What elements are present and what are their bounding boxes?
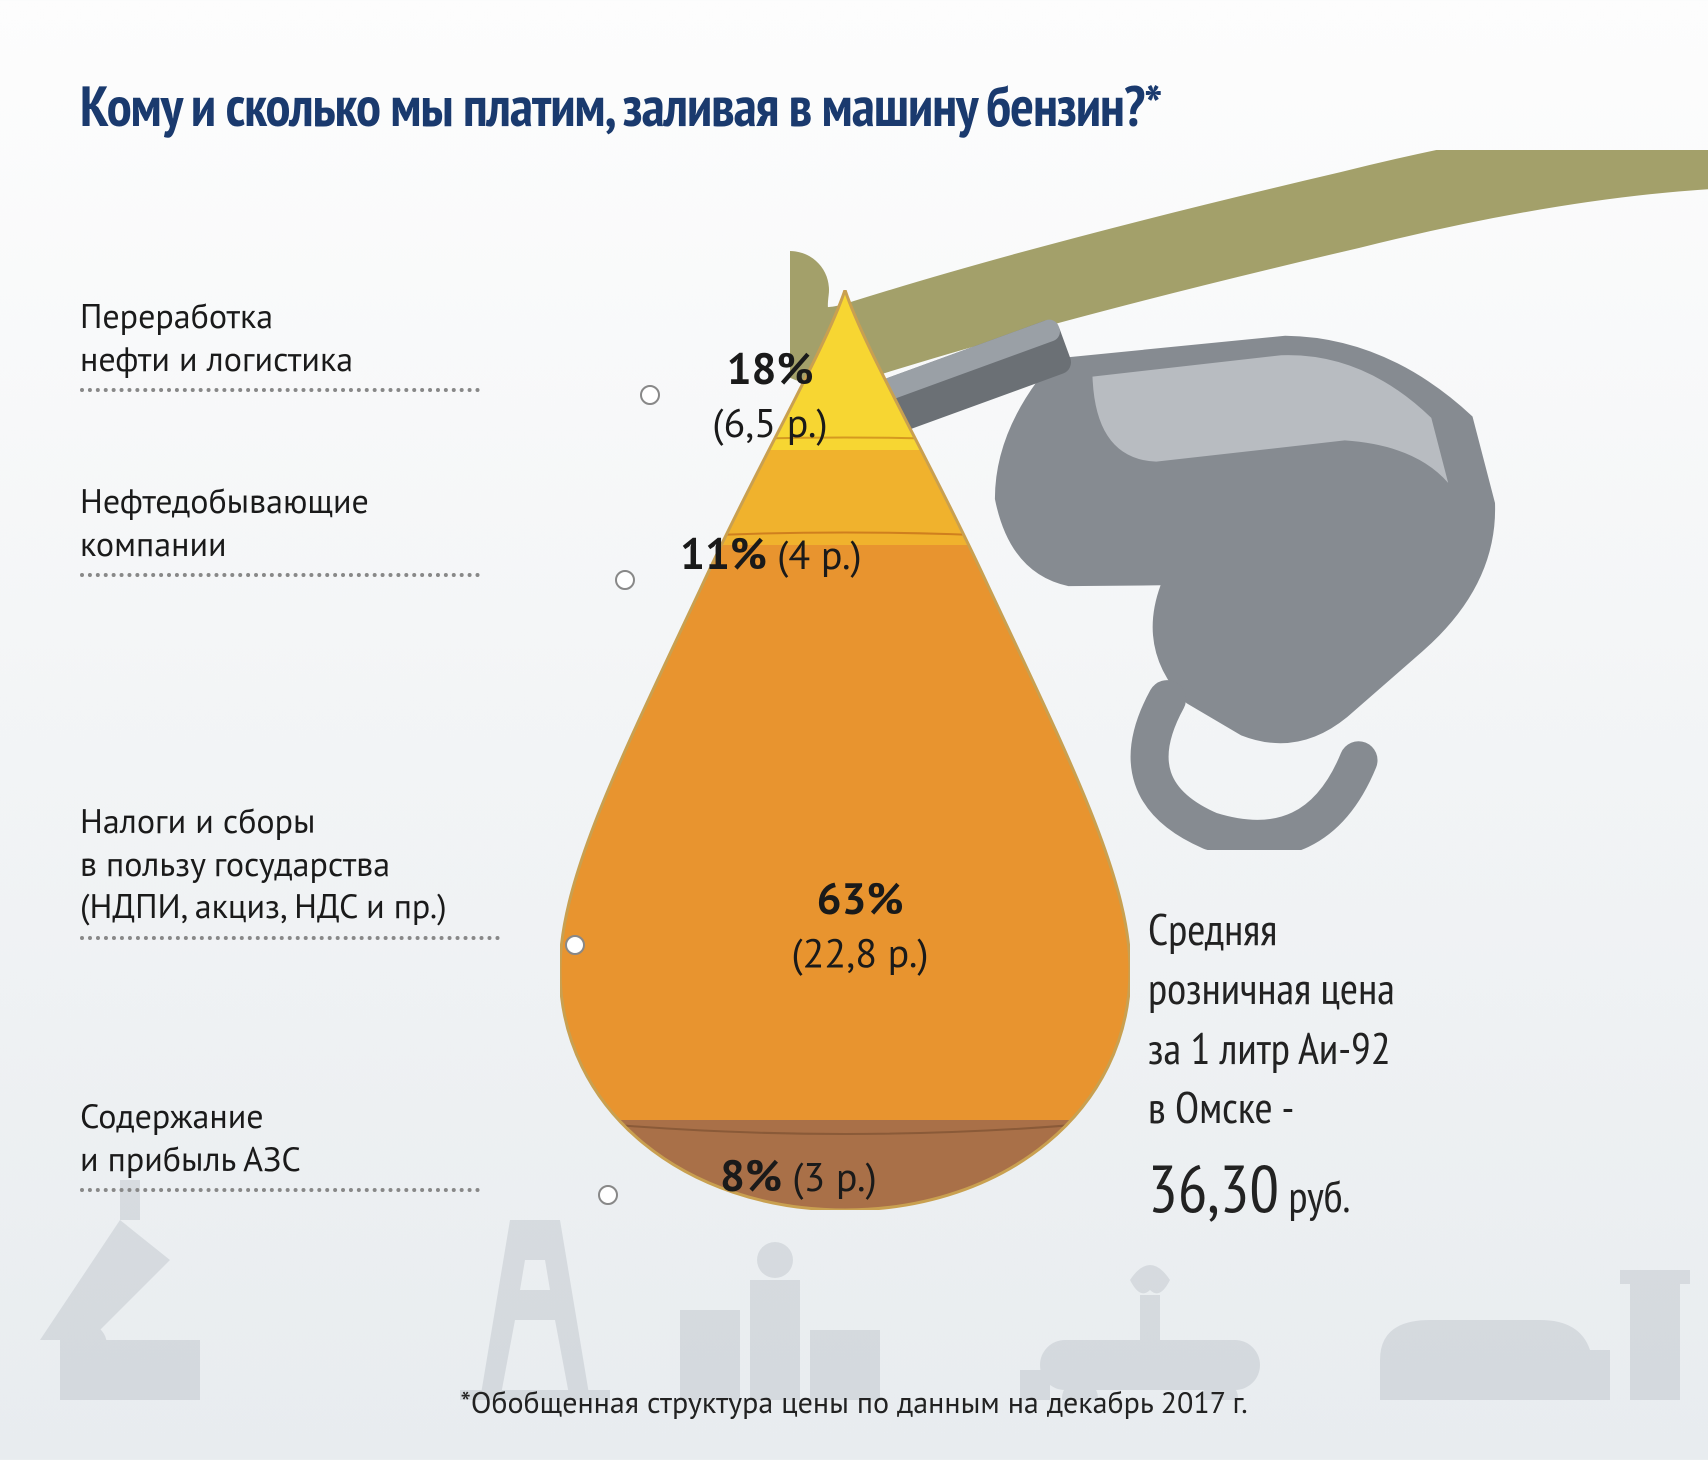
segment-1-leader-dot [640,385,660,405]
drop-svg [560,290,1130,1210]
price-summary: Средняя розничная цена за 1 литр Аи-92 в… [1148,900,1618,1233]
segment-3-label: Налоги и сборы в пользу государства (НДП… [80,800,500,940]
segment-4-value: 8% (3 р.) [720,1147,877,1204]
segment-4-leader-dot [598,1185,618,1205]
segment-2-leader-dot [615,570,635,590]
footnote: *Обобщенная структура цены по данным на … [0,1383,1708,1422]
segment-1-label: Переработка нефти и логистика [80,295,480,392]
page-title: Кому и сколько мы платим, заливая в маши… [80,70,1161,142]
segment-1-value: 18% (6,5 р.) [700,340,840,449]
segment-3-leader-dot [565,935,585,955]
segment-1-fill [560,290,1130,450]
segment-4-label: Содержание и прибыль АЗС [80,1095,480,1192]
drop-chart [560,290,1130,1210]
segment-3-value: 63% (22,8 р.) [780,870,940,979]
segment-3-fill [560,545,1130,1120]
segment-2-label: Нефтедобывающие компании [80,480,480,577]
segment-2-value: 11% (4 р.) [680,525,862,582]
